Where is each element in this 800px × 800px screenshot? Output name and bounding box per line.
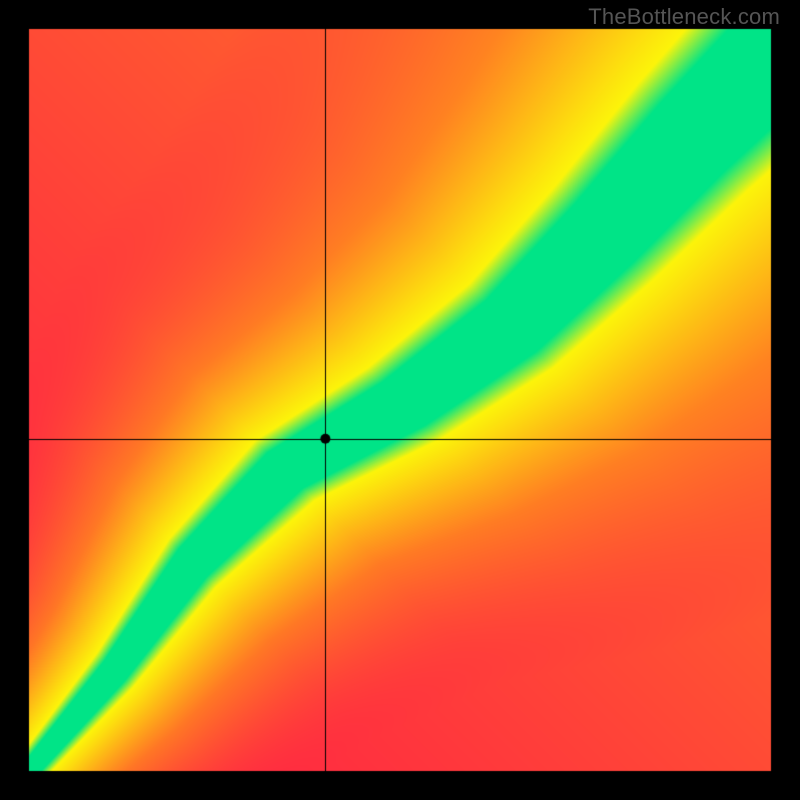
chart-container: TheBottleneck.com bbox=[0, 0, 800, 800]
watermark-text: TheBottleneck.com bbox=[588, 4, 780, 30]
bottleneck-heatmap bbox=[0, 0, 800, 800]
